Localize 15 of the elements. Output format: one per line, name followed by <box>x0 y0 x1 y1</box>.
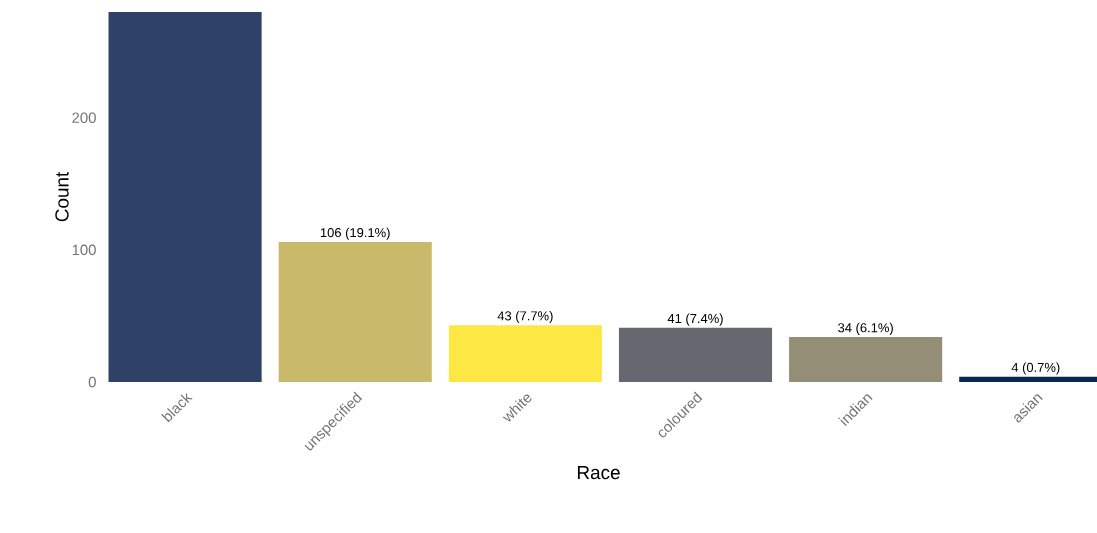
y-axis-title: Count <box>55 171 69 222</box>
y-tick-label: 100 <box>72 244 96 256</box>
bar <box>448 325 602 382</box>
bar <box>108 12 262 382</box>
data-label: 4 (0.7%) <box>1011 362 1060 375</box>
data-label: 106 (19.1%) <box>320 227 390 240</box>
bar <box>789 337 943 382</box>
data-label: 34 (6.1%) <box>838 322 893 335</box>
y-tick-label: 0 <box>88 376 96 388</box>
x-axis-title: Race <box>577 466 620 480</box>
bar <box>618 327 773 382</box>
data-label: 43 (7.7%) <box>497 310 553 323</box>
y-tick-label: 200 <box>72 112 96 123</box>
data-label: 41 (7.4%) <box>667 313 723 326</box>
bar <box>278 241 432 382</box>
